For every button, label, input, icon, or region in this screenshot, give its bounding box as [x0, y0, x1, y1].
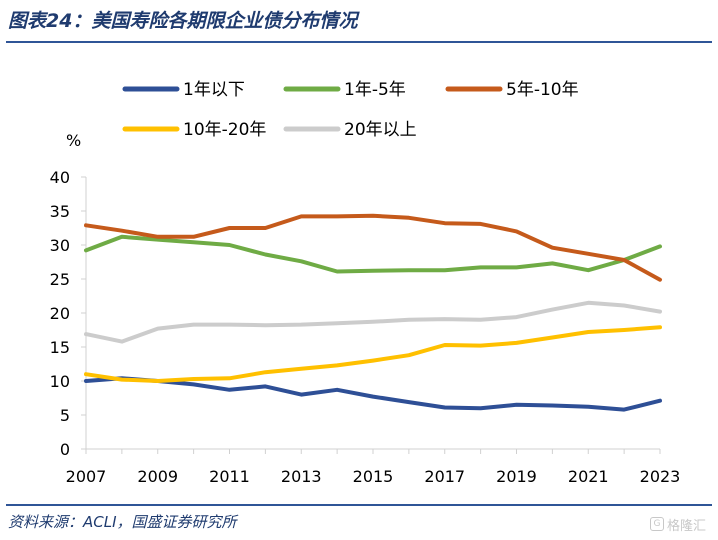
x-tick-label: 2017: [424, 467, 465, 486]
y-tick-label: 0: [60, 440, 70, 459]
x-tick-label: 2011: [209, 467, 250, 486]
chart-legend: 1年以下 1年-5年 5年-10年 10年-20年 20年以上: [122, 80, 579, 140]
series-line-5: [84, 300, 662, 344]
x-tick-label: 2015: [353, 467, 394, 486]
legend-label: 1年-5年: [344, 80, 406, 100]
y-tick-label: 35: [50, 202, 70, 221]
series-line-4: [84, 325, 662, 383]
y-tick-label: 20: [50, 304, 70, 323]
x-tick-label: 2013: [281, 467, 322, 486]
title-rule: [6, 41, 712, 43]
watermark-logo-icon: G: [649, 517, 664, 531]
watermark-text: 格隆汇: [666, 518, 706, 534]
series-line-1: [84, 376, 662, 412]
line-chart: 1年以下 1年-5年 5年-10年 10年-20年 20年以上 % 0 5 10 15 20 25…: [50, 80, 681, 486]
chart-series-lines: [84, 213, 662, 412]
y-tick-label: 10: [50, 372, 70, 391]
x-tick-label: 2021: [568, 467, 609, 486]
legend-label: 5年-10年: [506, 80, 579, 100]
source-note: 资料来源：ACLI，国盛证券研究所: [8, 513, 237, 531]
y-axis-unit-label: %: [66, 131, 81, 150]
footer-rule: [6, 504, 712, 506]
legend-label: 20年以上: [344, 120, 417, 140]
y-tick-label: 15: [50, 338, 70, 357]
figure-title: 图表24：美国寿险各期限企业债分布情况: [8, 10, 358, 32]
x-tick-label: 2023: [640, 467, 681, 486]
series-line-2: [84, 234, 662, 274]
x-tick-label: 2007: [66, 467, 107, 486]
x-tick-label: 2009: [137, 467, 178, 486]
x-tick-label: 2019: [496, 467, 537, 486]
chart-axes: 0 5 10 15 20 25 30 35 40 2007 2009 2011 2013 2015 2017…: [50, 168, 681, 486]
y-tick-label: 30: [50, 236, 70, 255]
legend-label: 1年以下: [183, 80, 245, 100]
legend-label: 10年-20年: [183, 120, 266, 140]
y-tick-label: 40: [50, 168, 70, 187]
y-tick-label: 25: [50, 270, 70, 289]
series-line-3: [84, 213, 662, 282]
watermark: G 格隆汇: [649, 513, 706, 535]
y-tick-label: 5: [60, 406, 70, 425]
